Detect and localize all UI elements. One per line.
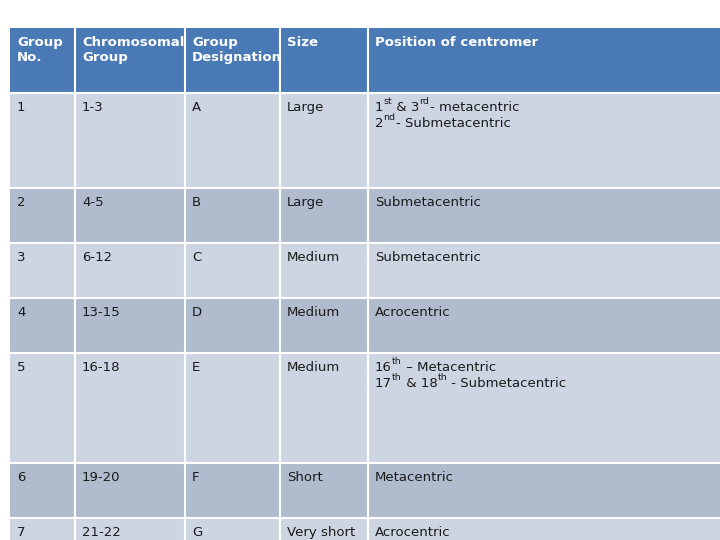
Text: C: C <box>192 251 202 264</box>
Text: – Metacentric: – Metacentric <box>402 361 496 374</box>
Text: F: F <box>192 471 199 484</box>
Text: Large: Large <box>287 101 325 114</box>
Text: Acrocentric: Acrocentric <box>375 526 451 539</box>
Text: Submetacentric: Submetacentric <box>375 251 481 264</box>
Text: 7: 7 <box>17 526 25 539</box>
Text: & 18: & 18 <box>402 377 438 390</box>
Text: Medium: Medium <box>287 251 341 264</box>
Text: Acrocentric: Acrocentric <box>375 306 451 319</box>
Text: A: A <box>192 101 201 114</box>
Bar <box>10 28 720 93</box>
Text: 5: 5 <box>17 361 25 374</box>
Text: Submetacentric: Submetacentric <box>375 196 481 209</box>
Text: 6-12: 6-12 <box>82 251 112 264</box>
Text: 4-5: 4-5 <box>82 196 104 209</box>
Text: 2: 2 <box>17 196 25 209</box>
Text: Short: Short <box>287 471 323 484</box>
Text: - metacentric: - metacentric <box>430 101 519 114</box>
Bar <box>10 463 720 518</box>
Text: Very short: Very short <box>287 526 355 539</box>
Text: rd: rd <box>420 97 430 106</box>
Text: st: st <box>384 97 392 106</box>
Text: - Submetacentric: - Submetacentric <box>447 377 567 390</box>
Text: 1-3: 1-3 <box>82 101 104 114</box>
Text: 1: 1 <box>375 101 384 114</box>
Text: Group
Designation: Group Designation <box>192 36 282 64</box>
Text: 1: 1 <box>17 101 25 114</box>
Bar <box>10 93 720 188</box>
Text: - Submetacentric: - Submetacentric <box>395 117 510 130</box>
Text: th: th <box>392 373 402 382</box>
Text: 17: 17 <box>375 377 392 390</box>
Text: Group
No.: Group No. <box>17 36 63 64</box>
Text: th: th <box>438 373 447 382</box>
Text: D: D <box>192 306 202 319</box>
Text: 3: 3 <box>17 251 25 264</box>
Text: Medium: Medium <box>287 361 341 374</box>
Text: nd: nd <box>384 113 395 122</box>
Text: E: E <box>192 361 200 374</box>
Text: 19-20: 19-20 <box>82 471 120 484</box>
Text: 21-22: 21-22 <box>82 526 121 539</box>
Text: 16: 16 <box>375 361 392 374</box>
Text: 6: 6 <box>17 471 25 484</box>
Bar <box>10 353 720 463</box>
Bar <box>10 243 720 298</box>
Text: th: th <box>392 357 402 366</box>
Text: Large: Large <box>287 196 325 209</box>
Text: 16-18: 16-18 <box>82 361 120 374</box>
Bar <box>10 298 720 353</box>
Text: Chromosomal
Group: Chromosomal Group <box>82 36 184 64</box>
Text: 2: 2 <box>375 117 384 130</box>
Text: G: G <box>192 526 202 539</box>
Bar <box>10 518 720 540</box>
Text: Medium: Medium <box>287 306 341 319</box>
Text: 4: 4 <box>17 306 25 319</box>
Text: Position of centromer: Position of centromer <box>375 36 538 49</box>
Text: & 3: & 3 <box>392 101 420 114</box>
Text: 13-15: 13-15 <box>82 306 121 319</box>
Text: Metacentric: Metacentric <box>375 471 454 484</box>
Text: Size: Size <box>287 36 318 49</box>
Text: B: B <box>192 196 201 209</box>
Bar <box>10 188 720 243</box>
